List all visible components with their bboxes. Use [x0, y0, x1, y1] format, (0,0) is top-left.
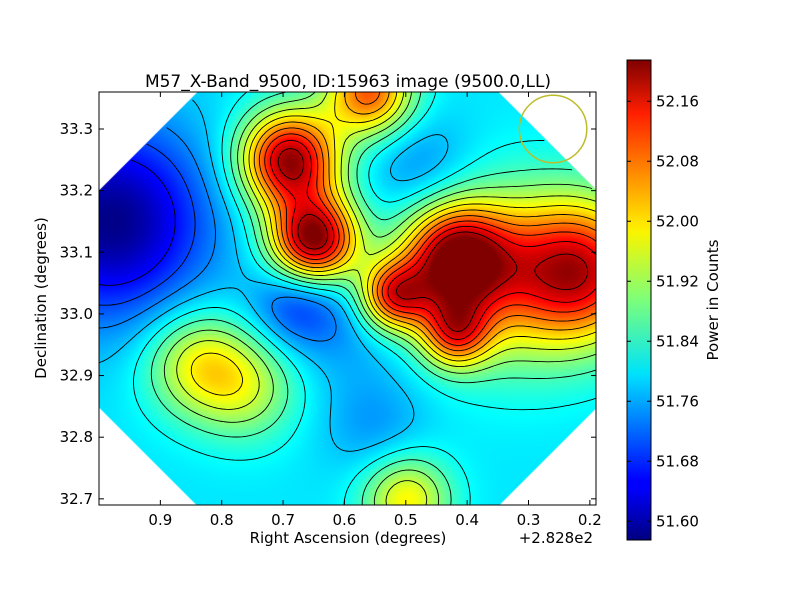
contour-level-11: [264, 133, 596, 346]
x-tick-label: 0.8: [210, 511, 234, 529]
y-tick-label: 33.0: [60, 305, 93, 323]
x-tick-label: 0.3: [517, 511, 541, 529]
colorbar-tick-label: 52.00: [656, 212, 699, 230]
contour-level-7: [176, 92, 596, 505]
colorbar: [626, 59, 652, 541]
contour-level-13: [277, 148, 589, 332]
colorbar-tick-label: 51.60: [656, 512, 699, 530]
contour-level-5: [150, 92, 596, 505]
contour-level-2: [99, 127, 337, 342]
contour-level-1: [99, 143, 196, 306]
colorbar-ticks: 51.60 51.68 51.76 51.84 51.92 52.00 52.08 52.16: [627, 92, 699, 530]
colorbar-tick-label: 51.76: [656, 392, 699, 410]
heatmap-image: [99, 92, 596, 505]
x-tick-label: 0.7: [271, 511, 295, 529]
colorbar-tick-label: 51.92: [656, 272, 699, 290]
heatmap-area: [99, 92, 596, 505]
contour-level-10: [258, 92, 596, 352]
contour-level-4: [133, 92, 596, 505]
y-tick-label: 33.3: [60, 120, 93, 138]
y-tick-label: 33.2: [60, 182, 93, 200]
x-tick-label: 0.2: [578, 511, 602, 529]
y-tick-label: 32.9: [60, 367, 93, 385]
chart-title: M57_X-Band_9500, ID:15963 image (9500.0,…: [145, 72, 551, 92]
colorbar-tick-label: 51.84: [656, 332, 699, 350]
x-offset-label: +2.828e2: [519, 529, 593, 547]
y-tick-label: 32.8: [60, 428, 93, 446]
contour-level-0: [99, 159, 176, 286]
x-axis-ticks: 0.9 0.8 0.7 0.6 0.5 0.4 0.3 0.2: [148, 92, 602, 529]
y-axis-label: Declination (degrees): [32, 217, 50, 379]
plot-frame: [98, 91, 597, 506]
contour-level-6: [163, 92, 596, 505]
beam-circle: [518, 94, 588, 164]
x-tick-label: 0.6: [333, 511, 357, 529]
contour-lines: [99, 92, 596, 505]
contour-level-9: [253, 92, 596, 357]
contour-level-3: [99, 99, 449, 452]
y-tick-label: 32.7: [60, 490, 93, 508]
colorbar-tick-label: 52.16: [656, 92, 699, 110]
x-tick-label: 0.9: [148, 511, 172, 529]
contour-level-8: [190, 92, 596, 396]
x-tick-label: 0.5: [394, 511, 418, 529]
colorbar-tick-label: 52.08: [656, 152, 699, 170]
colorbar-tick-label: 51.68: [656, 452, 699, 470]
x-axis-label: Right Ascension (degrees): [250, 529, 447, 547]
y-tick-label: 33.1: [60, 243, 93, 261]
x-tick-label: 0.4: [455, 511, 479, 529]
colorbar-label: Power in Counts: [704, 239, 722, 360]
contour-level-12: [270, 139, 596, 340]
y-axis-ticks: 32.7 32.8 32.9 33.0 33.1 33.2 33.3: [60, 120, 596, 508]
